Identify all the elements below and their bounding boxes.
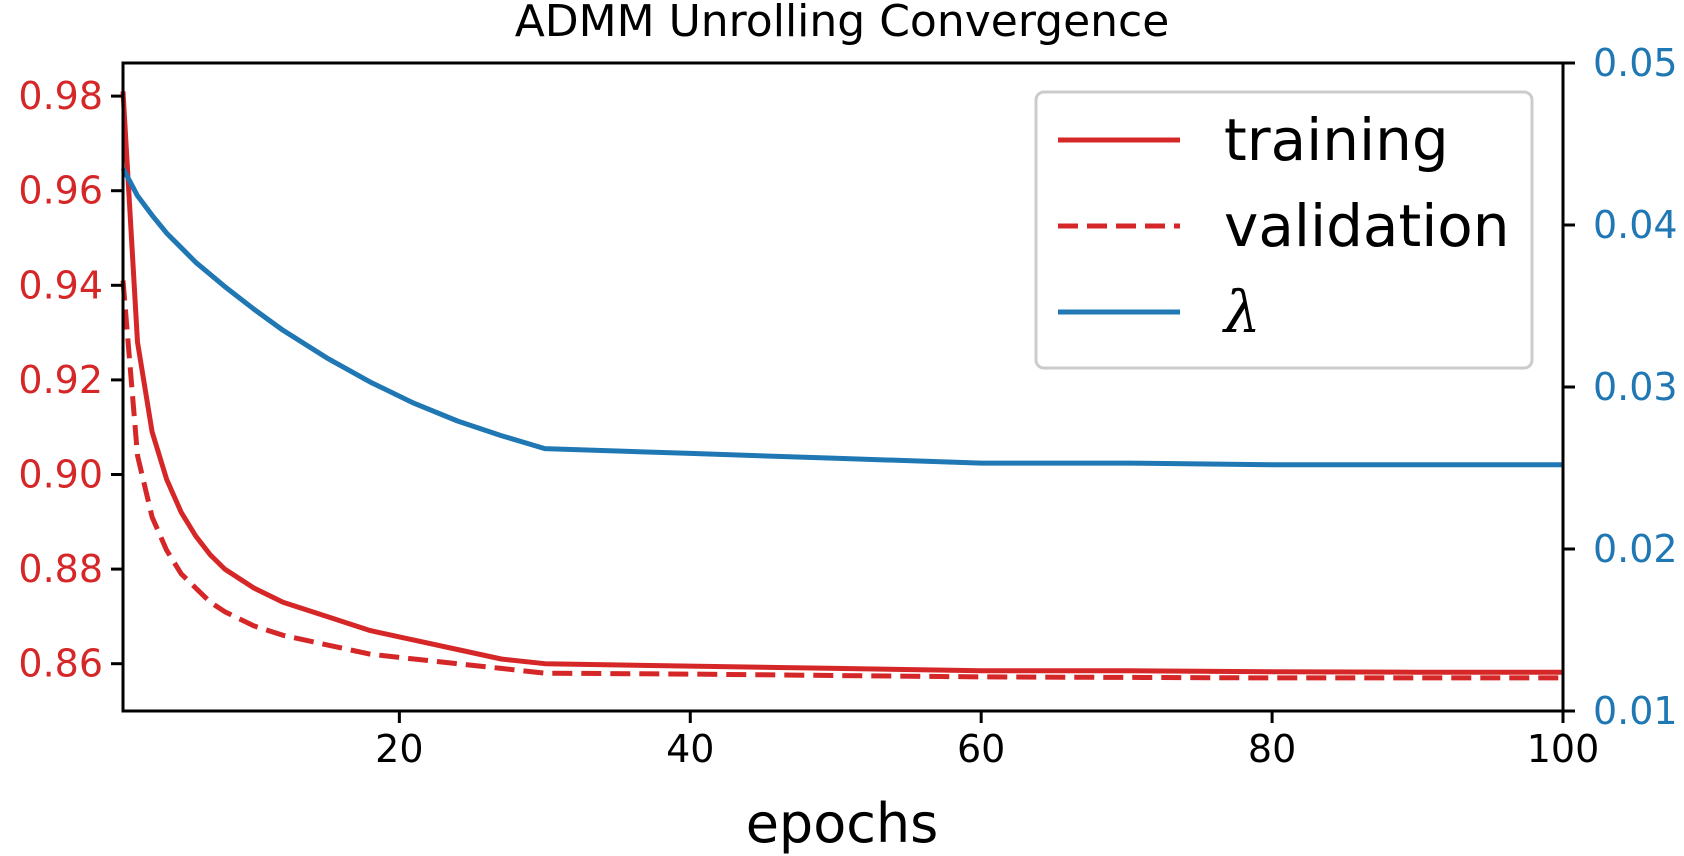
y-tick-label-5: 0.96 [18, 169, 103, 213]
legend-box [1034, 90, 1534, 370]
y2-tick-label-3: 0.04 [1593, 203, 1678, 247]
x-tick-label-2: 60 [957, 727, 1005, 771]
x-tick-label-0: 20 [375, 727, 423, 771]
series-line-0 [120, 91, 1563, 675]
series-line-2 [120, 167, 1563, 468]
legend-label-0: training [1224, 106, 1449, 174]
y-axis-right: 0.01 0.02 0.03 0.04 0.05 [1563, 41, 1678, 733]
legend: training validation λ [1034, 90, 1534, 370]
x-tick-label-1: 40 [666, 727, 714, 771]
x-axis-label: epochs [746, 792, 939, 855]
y2-tick-label-4: 0.05 [1593, 41, 1678, 85]
y-tick-label-3: 0.92 [18, 358, 103, 402]
x-tick-label-3: 80 [1248, 727, 1296, 771]
y2-tick-label-1: 0.02 [1593, 527, 1678, 571]
y-tick-label-6: 0.98 [18, 74, 103, 118]
series-layer [120, 91, 1563, 681]
y2-tick-label-2: 0.03 [1593, 365, 1678, 409]
x-tick-label-4: 100 [1527, 727, 1600, 771]
y-tick-label-1: 0.88 [18, 547, 103, 591]
chart-title: ADMM Unrolling Convergence [515, 0, 1170, 47]
y2-tick-label-0: 0.01 [1593, 689, 1678, 733]
y-tick-label-2: 0.90 [18, 453, 103, 497]
y-axis-left: 0.86 0.88 0.90 0.92 0.94 0.96 0.98 [18, 74, 123, 686]
legend-label-1: validation [1224, 192, 1510, 260]
series-line-1 [120, 280, 1563, 681]
y-tick-label-0: 0.86 [18, 642, 103, 686]
legend-label-2: λ [1222, 278, 1261, 346]
y-tick-label-4: 0.94 [18, 263, 103, 307]
x-axis: 20 40 60 80 100 [375, 711, 1599, 771]
